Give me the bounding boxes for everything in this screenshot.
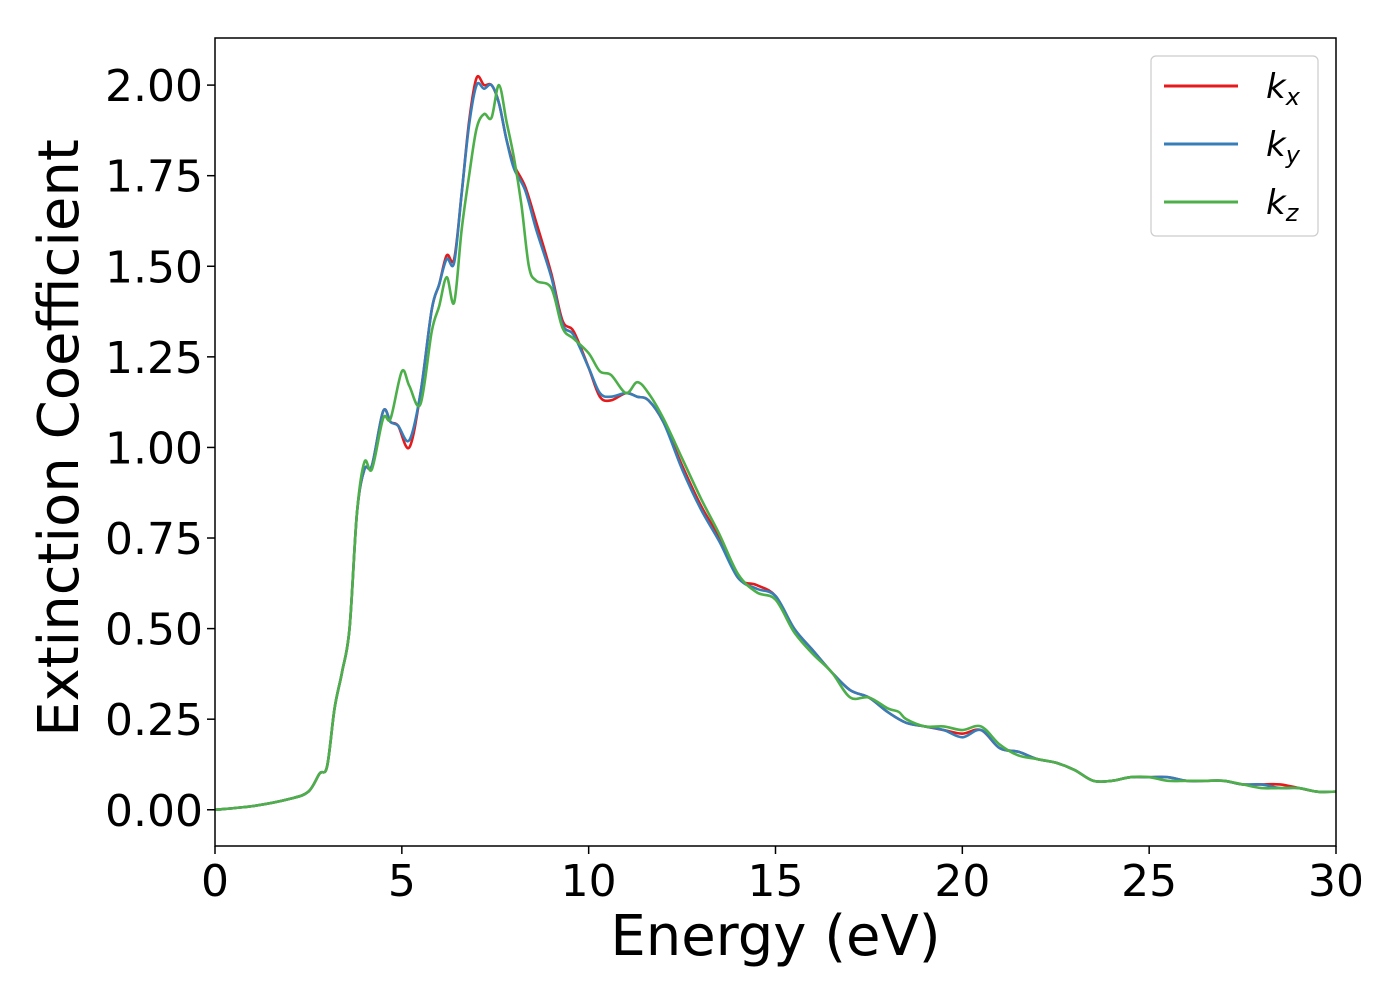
legend-label-kx: kx bbox=[1266, 67, 1301, 111]
x-tick-label: 25 bbox=[1121, 856, 1177, 907]
y-tick-label: 2.00 bbox=[105, 61, 203, 112]
x-tick-label: 5 bbox=[388, 856, 416, 907]
x-tick-label: 15 bbox=[748, 856, 804, 907]
y-tick-label: 0.00 bbox=[105, 786, 203, 837]
x-axis-title: Energy (eV) bbox=[610, 904, 940, 969]
y-tick-label: 1.50 bbox=[105, 242, 203, 293]
y-tick-label: 0.75 bbox=[105, 514, 203, 565]
y-tick-label: 0.25 bbox=[105, 695, 203, 746]
x-tick-label: 0 bbox=[201, 856, 229, 907]
y-axis-title: Extinction Coefficient bbox=[27, 139, 92, 737]
x-tick-label: 30 bbox=[1308, 856, 1364, 907]
series-layer bbox=[214, 74, 1337, 812]
x-tick-label: 20 bbox=[934, 856, 990, 907]
x-tick-label: 10 bbox=[561, 856, 617, 907]
y-tick-label: 1.00 bbox=[105, 423, 203, 474]
y-tick-label: 1.75 bbox=[105, 152, 203, 203]
series-line-kz bbox=[214, 83, 1337, 812]
y-tick-label: 0.50 bbox=[105, 605, 203, 656]
legend-box bbox=[1150, 55, 1319, 237]
legend-label-kz: kz bbox=[1266, 183, 1300, 227]
legend: kx ky kz bbox=[1150, 55, 1319, 237]
y-tick-label: 1.25 bbox=[105, 333, 203, 384]
legend-label-ky: ky bbox=[1266, 125, 1301, 169]
ticks-layer: 0 5 10 15 20 25 30 0.00 0.25 0.50 0.75 1.00 1.25 1.50… bbox=[105, 61, 1364, 907]
